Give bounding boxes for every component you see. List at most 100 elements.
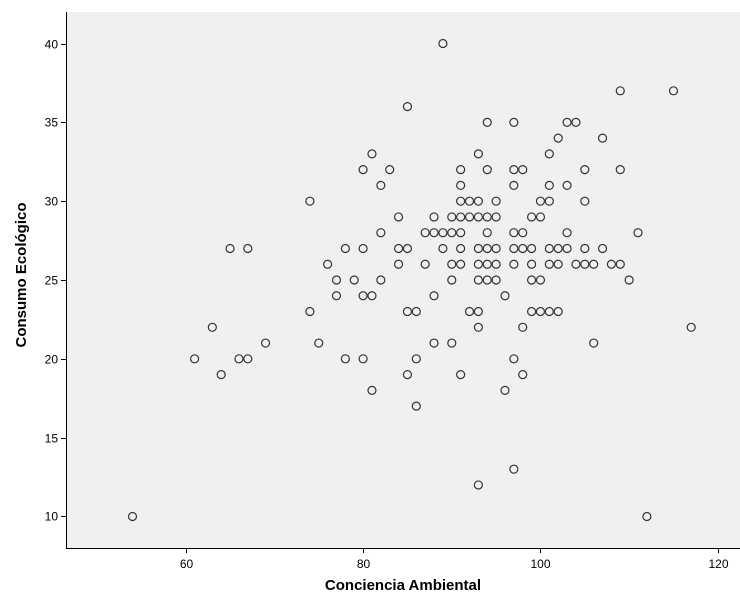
- data-point: [127, 511, 138, 522]
- data-point: [411, 354, 421, 364]
- data-point: [358, 291, 368, 301]
- data-point: [243, 243, 253, 254]
- data-point: [668, 86, 679, 96]
- data-point: [526, 275, 537, 285]
- data-point: [482, 212, 492, 222]
- data-point: [615, 165, 625, 175]
- data-point: [340, 243, 350, 254]
- data-point: [456, 228, 466, 238]
- data-point: [411, 401, 421, 411]
- y-tick-label: 15: [45, 432, 59, 446]
- data-point: [509, 165, 519, 175]
- data-point: [473, 306, 483, 317]
- data-point: [518, 165, 528, 175]
- data-point: [456, 180, 466, 191]
- data-point: [473, 149, 483, 159]
- data-point: [447, 259, 457, 269]
- data-point: [456, 259, 466, 269]
- data-point: [633, 228, 643, 238]
- data-point: [402, 101, 413, 112]
- data-point: [526, 306, 537, 317]
- data-point: [456, 165, 466, 175]
- data-point: [429, 338, 439, 348]
- data-point: [526, 259, 537, 269]
- data-point: [615, 86, 625, 96]
- data-point: [473, 243, 483, 254]
- data-point: [686, 322, 696, 332]
- data-point: [535, 196, 546, 206]
- data-point: [509, 180, 519, 191]
- data-point: [305, 306, 315, 317]
- data-points: [127, 38, 696, 522]
- data-point: [473, 480, 483, 490]
- data-point: [402, 306, 413, 317]
- data-point: [473, 275, 483, 285]
- data-point: [606, 259, 617, 269]
- data-point: [482, 243, 492, 254]
- data-point: [580, 243, 590, 254]
- data-point: [509, 464, 519, 474]
- data-point: [429, 228, 439, 238]
- data-point: [473, 212, 483, 222]
- data-point: [367, 149, 377, 159]
- data-point: [500, 291, 510, 301]
- data-point: [456, 369, 466, 380]
- data-point: [189, 354, 200, 364]
- data-point: [491, 259, 501, 269]
- data-point: [340, 354, 350, 364]
- data-point: [393, 243, 404, 254]
- data-point: [429, 291, 439, 301]
- data-point: [402, 243, 413, 254]
- data-point: [464, 212, 475, 222]
- data-point: [615, 259, 625, 269]
- data-point: [420, 259, 430, 269]
- y-tick-label: 10: [45, 510, 59, 524]
- data-point: [571, 117, 581, 127]
- data-point: [456, 243, 466, 254]
- data-point: [509, 117, 519, 127]
- data-point: [580, 196, 590, 206]
- data-point: [234, 354, 244, 364]
- x-tick-label: 120: [708, 557, 728, 571]
- data-point: [535, 212, 546, 222]
- data-point: [358, 354, 368, 364]
- data-point: [500, 385, 510, 395]
- data-point: [447, 338, 457, 348]
- data-point: [562, 180, 572, 191]
- data-point: [509, 243, 519, 254]
- data-point: [544, 306, 554, 317]
- data-point: [509, 259, 519, 269]
- data-point: [305, 196, 315, 206]
- data-point: [544, 196, 554, 206]
- data-point: [509, 354, 519, 364]
- data-point: [376, 180, 386, 191]
- data-point: [571, 259, 581, 269]
- data-point: [464, 196, 475, 206]
- data-point: [482, 165, 492, 175]
- data-point: [544, 259, 554, 269]
- data-point: [314, 338, 324, 348]
- data-point: [473, 322, 483, 332]
- data-point: [642, 511, 652, 522]
- data-point: [544, 149, 554, 159]
- data-point: [376, 228, 386, 238]
- data-point: [482, 259, 492, 269]
- data-point: [589, 338, 599, 348]
- data-point: [225, 243, 235, 254]
- data-point: [393, 259, 404, 269]
- data-point: [491, 212, 501, 222]
- data-point: [589, 259, 599, 269]
- data-point: [553, 306, 563, 317]
- y-axis-title: Consumo Ecológico: [13, 202, 30, 347]
- data-point: [367, 291, 377, 301]
- data-point: [358, 243, 368, 254]
- data-point: [597, 243, 608, 254]
- data-point: [207, 322, 217, 332]
- data-point: [526, 243, 537, 254]
- data-point: [393, 212, 404, 222]
- data-point: [562, 228, 572, 238]
- x-tick-label: 100: [530, 557, 550, 571]
- y-tick-label: 40: [45, 38, 59, 52]
- data-point: [491, 243, 501, 254]
- data-point: [331, 291, 342, 301]
